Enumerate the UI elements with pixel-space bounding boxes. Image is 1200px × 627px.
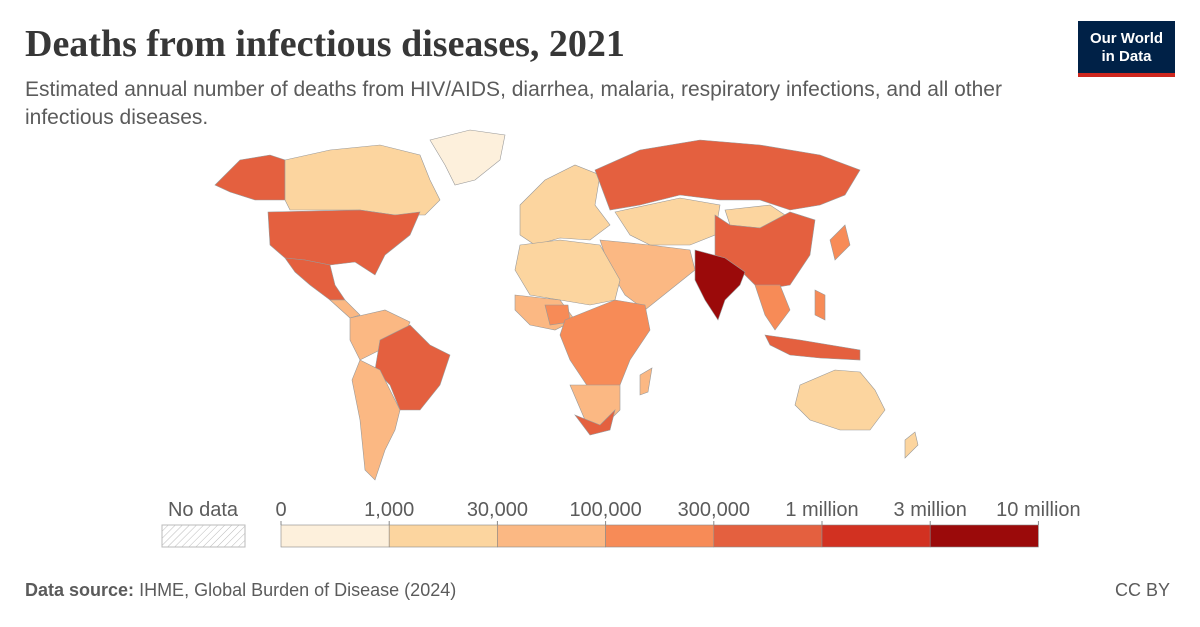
no-data-label: No data [168, 499, 239, 521]
greenland [429, 129, 506, 186]
no-data-swatch [161, 524, 246, 548]
south-africa [574, 409, 616, 436]
australia [794, 369, 886, 431]
logo-line: Our World [1089, 30, 1164, 47]
canada [284, 144, 441, 216]
legend-tick-label: 1 million [785, 499, 858, 521]
legend-tick-label: 1,000 [364, 499, 414, 521]
legend-tick-label: 300,000 [678, 499, 750, 521]
logo-line: in Data [1101, 48, 1152, 65]
new-zealand [904, 431, 919, 459]
legend-bin [280, 524, 390, 548]
legend-bin [821, 524, 931, 548]
legend-bin [388, 524, 498, 548]
legend-bin [605, 524, 715, 548]
legend-tick-label: 10 million [996, 499, 1080, 521]
legend-bin [929, 524, 1039, 548]
europe [519, 164, 611, 246]
south-america-south [351, 359, 401, 481]
legend-tick-label: 0 [275, 499, 286, 521]
legend-bin [497, 524, 606, 548]
central-america [329, 299, 361, 319]
north-africa [514, 239, 621, 306]
india [694, 249, 746, 321]
southeast-asia [754, 284, 791, 331]
countries [214, 129, 919, 481]
legend-tick-label: 3 million [894, 499, 967, 521]
footer: Data source: IHME, Global Burden of Dise… [25, 580, 1170, 601]
subtitle: Estimated annual number of deaths from H… [25, 78, 1002, 129]
license[interactable]: CC BY [1114, 580, 1170, 600]
source-label: Data source: [25, 580, 135, 600]
alaska [214, 154, 286, 201]
philippines-japan [814, 224, 851, 321]
indonesia [764, 334, 861, 361]
logo[interactable]: Our World in Data [1078, 21, 1175, 77]
title: Deaths from infectious diseases, 2021 [25, 23, 625, 65]
legend-tick-label: 30,000 [467, 499, 528, 521]
madagascar [639, 367, 653, 396]
central-africa [559, 299, 651, 391]
source[interactable]: IHME, Global Burden of Disease (2024) [139, 580, 457, 600]
central-asia [614, 197, 721, 246]
legend-bin [713, 524, 823, 548]
russia [594, 139, 861, 211]
legend-tick-label: 100,000 [569, 499, 641, 521]
